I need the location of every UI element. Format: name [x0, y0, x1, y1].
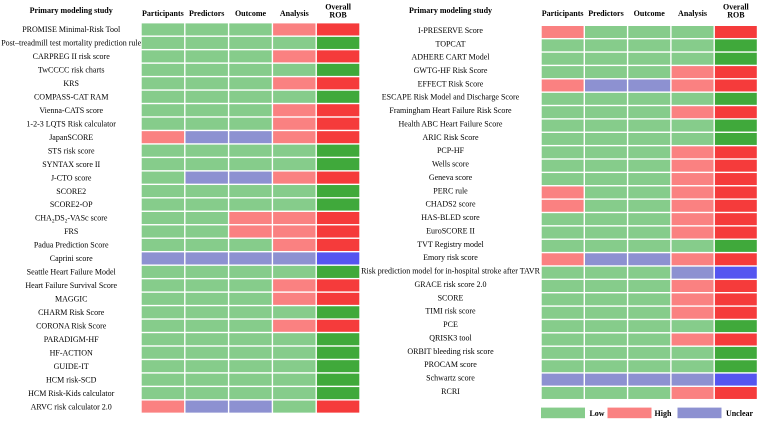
svg-text:ROB: ROB [727, 10, 745, 19]
svg-text:Primary modeling study: Primary modeling study [30, 6, 113, 15]
svg-text:SCORE2-OP: SCORE2-OP [50, 200, 93, 209]
svg-text:Unclear: Unclear [726, 409, 754, 418]
svg-text:CORONA Risk Score: CORONA Risk Score [36, 321, 107, 330]
svg-text:PERC rule: PERC rule [433, 186, 468, 195]
svg-text:ARIC Risk Score: ARIC Risk Score [423, 133, 479, 142]
svg-text:Analysis: Analysis [280, 9, 309, 18]
svg-text:CARPREG II risk score: CARPREG II risk score [33, 52, 111, 61]
svg-text:GWTG-HF Risk Score: GWTG-HF Risk Score [414, 66, 488, 75]
svg-text:Outcome: Outcome [634, 9, 666, 18]
svg-text:EuroSCORE II: EuroSCORE II [426, 226, 475, 235]
svg-text:Framingham Heart Failure Risk: Framingham Heart Failure Risk Score [389, 106, 512, 115]
svg-text:J-CTO score: J-CTO score [51, 173, 92, 182]
svg-text:TOPCAT: TOPCAT [435, 39, 465, 48]
svg-text:TVT Registry model: TVT Registry model [417, 240, 484, 249]
svg-text:GRACE risk score 2.0: GRACE risk score 2.0 [415, 280, 487, 289]
svg-text:Outcome: Outcome [235, 9, 267, 18]
svg-text:Risk prediction model for in-h: Risk prediction model for in-hospital st… [361, 267, 540, 276]
svg-text:GUIDE-IT: GUIDE-IT [54, 362, 89, 371]
svg-text:Geneva score: Geneva score [429, 173, 473, 182]
svg-text:Emory risk score: Emory risk score [423, 253, 478, 262]
svg-text:Health ABC Heart Failure Score: Health ABC Heart Failure Score [399, 119, 503, 128]
svg-text:STS risk score: STS risk score [48, 146, 95, 155]
svg-text:EFFECT Risk Score: EFFECT Risk Score [418, 79, 484, 88]
svg-text:ARVC risk calculator 2.0: ARVC risk calculator 2.0 [31, 402, 112, 411]
svg-text:HAS-BLED score: HAS-BLED score [421, 213, 480, 222]
svg-text:CHADS2 score: CHADS2 score [426, 200, 476, 209]
svg-text:MAGGIC: MAGGIC [55, 295, 87, 304]
svg-text:SYNTAX score II: SYNTAX score II [42, 160, 100, 169]
svg-text:Heart Failure Survival Score: Heart Failure Survival Score [25, 281, 117, 290]
svg-text:KRS: KRS [63, 79, 79, 88]
svg-text:1-2-3 LQTS Risk calculator: 1-2-3 LQTS Risk calculator [26, 119, 116, 128]
svg-text:I-PRESERVE Score: I-PRESERVE Score [418, 26, 483, 35]
svg-text:HCM Risk-Kids calculator: HCM Risk-Kids calculator [28, 389, 115, 398]
svg-text:COMPASS-CAT RAM: COMPASS-CAT RAM [34, 92, 108, 101]
svg-text:PARADIGM-HF: PARADIGM-HF [44, 335, 99, 344]
svg-text:Participants: Participants [142, 9, 184, 18]
svg-text:PCE: PCE [443, 320, 458, 329]
svg-text:SCORE2: SCORE2 [56, 187, 86, 196]
svg-text:Post–treadmill test mortality: Post–treadmill test mortality prediction… [1, 39, 141, 48]
svg-text:HCM risk-SCD: HCM risk-SCD [46, 375, 97, 384]
svg-text:HF-ACTION: HF-ACTION [50, 348, 93, 357]
svg-text:Wells score: Wells score [432, 160, 469, 169]
svg-text:Predictors: Predictors [588, 9, 623, 18]
svg-text:High: High [655, 409, 672, 418]
svg-text:ROB: ROB [329, 10, 347, 19]
svg-text:RCRI: RCRI [441, 387, 460, 396]
svg-text:CHA2DS2-VASc score: CHA2DS2-VASc score [35, 214, 108, 225]
svg-text:ESCAPE Risk Model and Discharg: ESCAPE Risk Model and Discharge Score [382, 93, 520, 102]
svg-text:Seattle Heart Failure Model: Seattle Heart Failure Model [27, 268, 117, 277]
svg-text:Padua Prediction Score: Padua Prediction Score [34, 241, 109, 250]
svg-text:Caprini score: Caprini score [50, 254, 93, 263]
svg-text:PCP-HF: PCP-HF [437, 146, 465, 155]
svg-text:PROCAM score: PROCAM score [424, 360, 477, 369]
svg-text:PROMISE Minimal-Risk Tool: PROMISE Minimal-Risk Tool [22, 25, 121, 34]
svg-text:Overall: Overall [723, 3, 750, 12]
svg-text:Schwartz score: Schwartz score [426, 374, 475, 383]
svg-text:SCORE: SCORE [438, 293, 464, 302]
svg-text:Overall: Overall [325, 3, 352, 12]
svg-text:Participants: Participants [542, 9, 584, 18]
svg-text:TwCCCC risk charts: TwCCCC risk charts [38, 66, 105, 75]
svg-text:FRS: FRS [64, 227, 78, 236]
svg-text:ORBIT bleeding risk score: ORBIT bleeding risk score [407, 347, 494, 356]
svg-text:Low: Low [589, 409, 604, 418]
svg-text:Predictors: Predictors [189, 9, 224, 18]
svg-text:ADHERE CART Model: ADHERE CART Model [411, 53, 490, 62]
svg-text:TIMI risk score: TIMI risk score [425, 307, 476, 316]
svg-text:Analysis: Analysis [678, 9, 707, 18]
svg-text:Vienna-CATS score: Vienna-CATS score [39, 106, 103, 115]
svg-text:JapanSCORE: JapanSCORE [49, 133, 93, 142]
svg-text:CHARM Risk Score: CHARM Risk Score [38, 308, 105, 317]
svg-text:Primary modeling study: Primary modeling study [409, 6, 492, 15]
svg-text:QRISK3 tool: QRISK3 tool [429, 333, 472, 342]
